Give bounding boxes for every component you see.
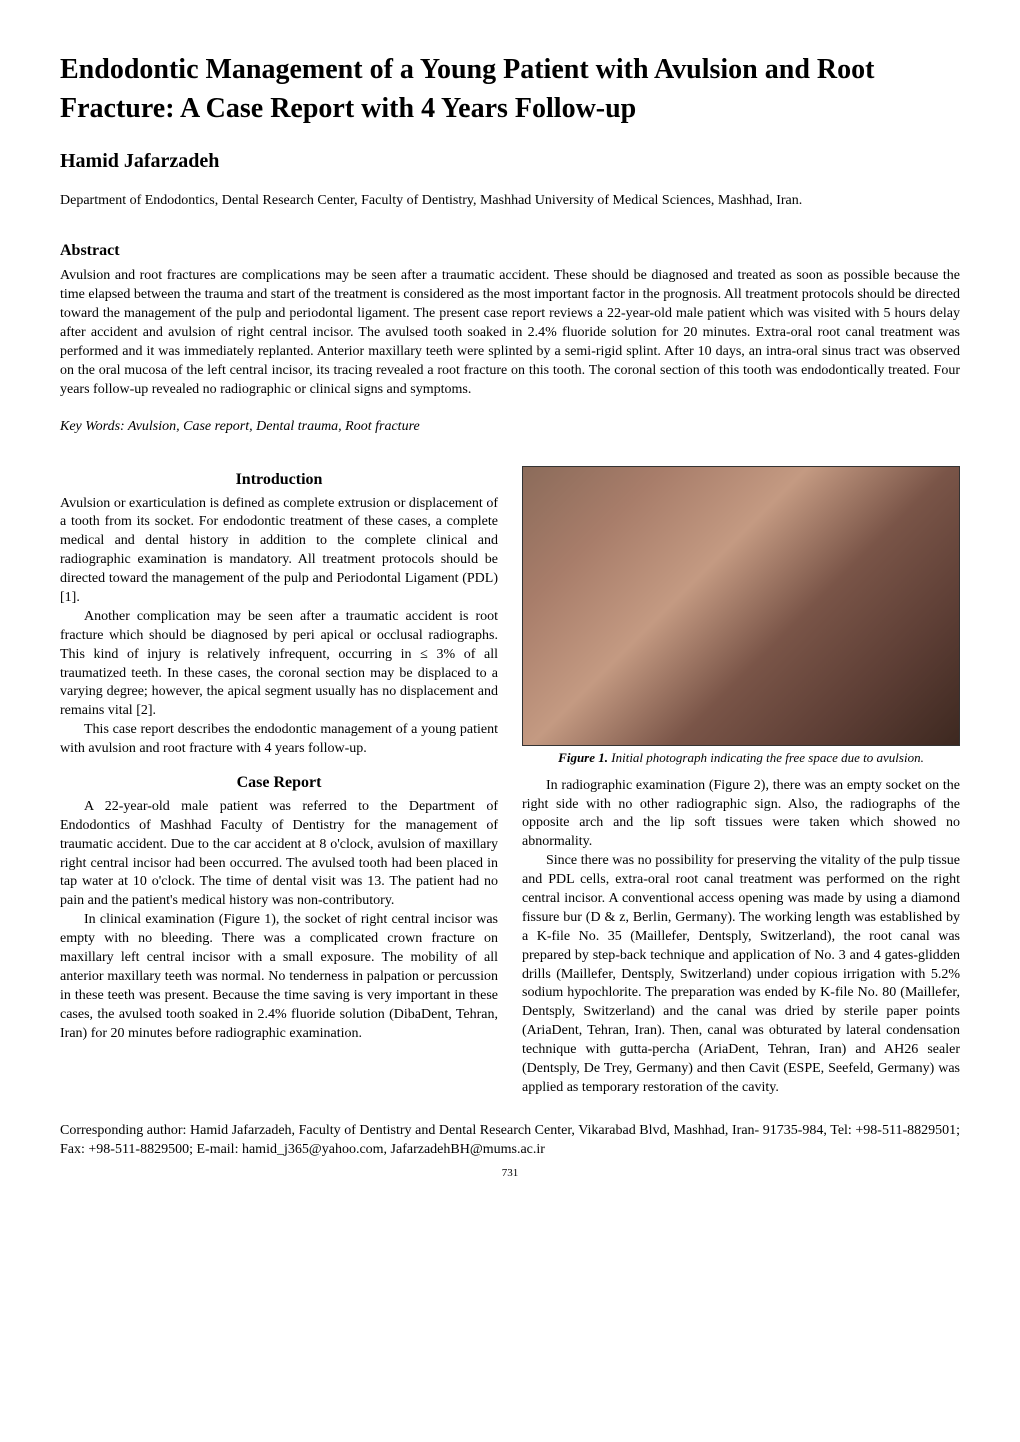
intro-paragraph-3: This case report describes the endodonti… — [60, 721, 498, 759]
right-column: Figure 1. Initial photograph indicating … — [522, 464, 960, 1098]
left-column: Introduction Avulsion or exarticulation … — [60, 464, 498, 1098]
intro-paragraph-2: Another complication may be seen after a… — [60, 608, 498, 721]
case-paragraph-1: A 22-year-old male patient was referred … — [60, 798, 498, 911]
col2-paragraph-2: Since there was no possibility for prese… — [522, 852, 960, 1098]
case-report-body: A 22-year-old male patient was referred … — [60, 798, 498, 1044]
keywords: Key Words: Avulsion, Case report, Dental… — [60, 418, 960, 436]
author-name: Hamid Jafarzadeh — [60, 148, 960, 174]
abstract-text: Avulsion and root fractures are complica… — [60, 267, 960, 399]
abstract-heading: Abstract — [60, 241, 960, 262]
introduction-heading: Introduction — [60, 470, 498, 491]
right-column-body: In radiographic examination (Figure 2), … — [522, 777, 960, 1098]
case-paragraph-2: In clinical examination (Figure 1), the … — [60, 911, 498, 1043]
page-number: 731 — [60, 1166, 960, 1180]
figure-1-caption-text: Initial photograph indicating the free s… — [608, 750, 924, 765]
figure-1-label: Figure 1. — [558, 750, 608, 765]
introduction-body: Avulsion or exarticulation is defined as… — [60, 495, 498, 759]
article-title: Endodontic Management of a Young Patient… — [60, 50, 960, 128]
intro-paragraph-1: Avulsion or exarticulation is defined as… — [60, 495, 498, 608]
case-report-heading: Case Report — [60, 773, 498, 794]
figure-1: Figure 1. Initial photograph indicating … — [522, 466, 960, 767]
col2-paragraph-1: In radiographic examination (Figure 2), … — [522, 777, 960, 853]
corresponding-author: Corresponding author: Hamid Jafarzadeh, … — [60, 1122, 960, 1160]
two-column-layout: Introduction Avulsion or exarticulation … — [60, 464, 960, 1098]
figure-1-caption: Figure 1. Initial photograph indicating … — [522, 750, 960, 767]
figure-1-image — [522, 466, 960, 746]
affiliation: Department of Endodontics, Dental Resear… — [60, 192, 960, 210]
